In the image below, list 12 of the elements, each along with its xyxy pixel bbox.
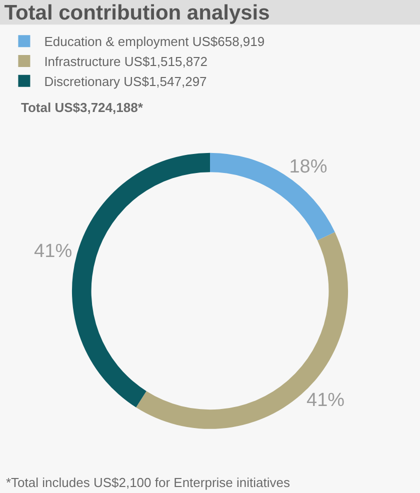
donut-slice <box>210 152 335 240</box>
chart-title: Total contribution analysis <box>4 2 270 25</box>
text: Total US$3,724,188* <box>21 100 144 115</box>
data-label: 41% <box>34 241 72 262</box>
donut-slice <box>136 232 348 429</box>
legend-label: Discretionary US$1,547,297 <box>44 74 207 89</box>
text: *Total includes US$2,100 for Enterprise initiatives <box>6 475 290 490</box>
data-label: 41% <box>306 390 345 411</box>
donut-slice <box>72 152 210 408</box>
data-label: 18% <box>289 156 328 178</box>
legend-label: Education & employment US$658,919 <box>44 34 265 50</box>
legend-label: Infrastructure US$1,515,872 <box>44 54 208 70</box>
